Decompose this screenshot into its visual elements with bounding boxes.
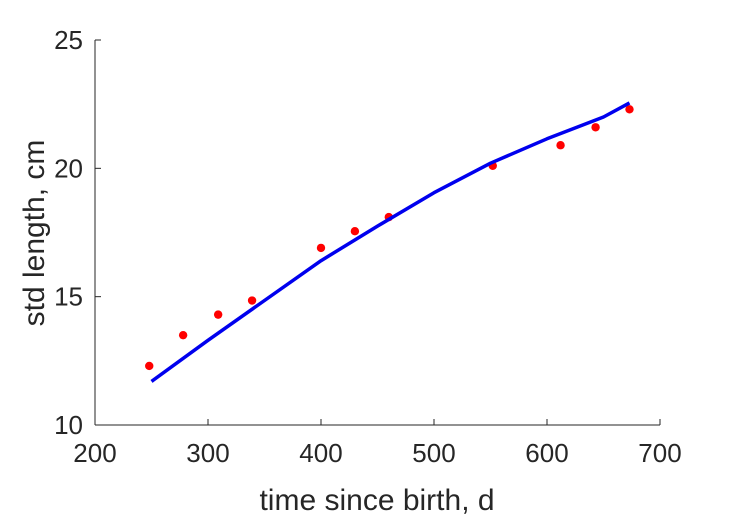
x-tick-label-200: 200 (73, 438, 116, 468)
x-tick-label-700: 700 (638, 438, 681, 468)
x-axis-label: time since birth, d (259, 484, 494, 517)
data-point-3 (213, 310, 223, 319)
y-tick-label-15: 15 (54, 282, 83, 312)
y-axis-label: std length, cm (18, 140, 51, 327)
plot-background (95, 40, 660, 425)
y-tick-label-10: 10 (54, 410, 83, 440)
plot-area (95, 40, 660, 425)
x-tick-label-300: 300 (186, 438, 229, 468)
axes-layer: 200 300 400 500 600 700 10 15 20 25 (54, 25, 682, 468)
x-tick-label-400: 400 (299, 438, 342, 468)
series-layer (145, 101, 634, 383)
data-point-9 (556, 141, 565, 150)
data-point-1 (145, 361, 154, 371)
y-tick-label-25: 25 (54, 25, 83, 55)
x-tick-label-500: 500 (412, 438, 455, 468)
data-point-10 (591, 123, 600, 132)
data-point-11 (625, 105, 634, 114)
fit-curve (150, 101, 631, 383)
y-tick-label-20: 20 (54, 153, 83, 183)
data-point-4 (247, 296, 257, 305)
data-point-5 (316, 243, 326, 253)
x-tick-label-600: 600 (525, 438, 568, 468)
data-point-6 (350, 227, 360, 236)
data-point-2 (178, 330, 188, 340)
